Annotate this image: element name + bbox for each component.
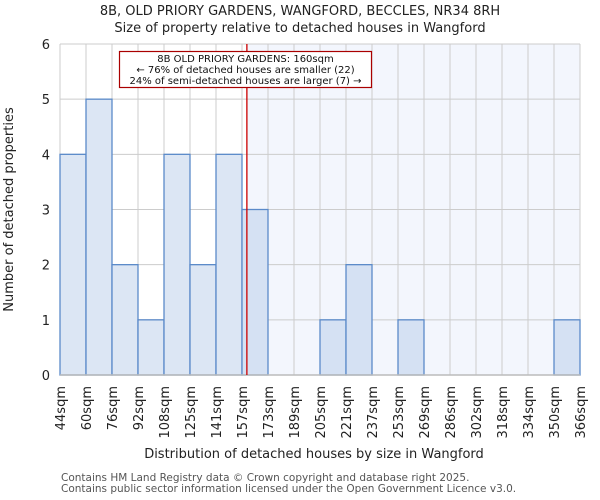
- histogram-bar: [137, 319, 165, 376]
- histogram-bar: [319, 319, 347, 376]
- x-tick-label: 237sqm: [366, 386, 381, 439]
- chart-title: 8B, OLD PRIORY GARDENS, WANGFORD, BECCLE…: [99, 4, 501, 19]
- y-tick-label: 4: [42, 148, 50, 163]
- x-tick-label: 221sqm: [340, 386, 355, 439]
- footer-licence: Contains public sector information licen…: [61, 483, 517, 495]
- x-tick-label: 205sqm: [314, 386, 329, 439]
- x-tick-label: 92sqm: [132, 386, 147, 430]
- x-tick-label: 269sqm: [418, 386, 433, 439]
- x-tick-label: 125sqm: [184, 386, 199, 439]
- histogram-bar: [215, 153, 243, 376]
- chart-subtitle: Size of property relative to detached ho…: [114, 21, 486, 36]
- x-tick-label: 189sqm: [288, 386, 303, 439]
- x-tick-label: 60sqm: [80, 386, 95, 430]
- x-tick-label: 173sqm: [262, 386, 277, 439]
- y-tick-label: 1: [42, 314, 50, 329]
- x-tick-label: 318sqm: [496, 386, 511, 439]
- histogram-bar: [345, 264, 373, 376]
- histogram-bar: [111, 264, 139, 376]
- histogram-bar: [163, 153, 191, 376]
- y-tick-label: 6: [42, 38, 50, 53]
- y-tick-label: 5: [42, 93, 50, 108]
- x-axis-label: Distribution of detached houses by size …: [144, 447, 484, 462]
- x-tick-label: 157sqm: [236, 386, 251, 439]
- x-tick-label: 141sqm: [210, 386, 225, 439]
- histogram-bar: [85, 98, 113, 376]
- x-tick-label: 253sqm: [392, 386, 407, 439]
- x-tick-label: 366sqm: [574, 386, 589, 439]
- x-tick-label: 286sqm: [444, 386, 459, 439]
- histogram-bar: [59, 153, 87, 376]
- x-tick-label: 76sqm: [106, 386, 121, 430]
- y-axis-label: Number of detached properties: [2, 107, 17, 312]
- x-tick-label: 334sqm: [522, 386, 537, 439]
- x-tick-label: 350sqm: [548, 386, 563, 439]
- footer-copyright: Contains HM Land Registry data © Crown c…: [61, 472, 470, 484]
- histogram-bar: [241, 208, 269, 376]
- annotation-line: 24% of semi-detached houses are larger (…: [129, 76, 361, 87]
- histogram-bar: [189, 264, 217, 376]
- annotation-box: [118, 50, 373, 89]
- y-tick-label: 2: [42, 259, 50, 274]
- annotation-line: 8B OLD PRIORY GARDENS: 160sqm: [157, 54, 333, 65]
- annotation-line: ← 76% of detached houses are smaller (22…: [136, 65, 354, 76]
- y-tick-label: 0: [42, 369, 50, 384]
- y-tick-label: 3: [42, 204, 50, 219]
- x-tick-label: 44sqm: [54, 386, 69, 430]
- histogram-bar: [397, 319, 425, 376]
- x-tick-label: 108sqm: [158, 386, 173, 439]
- x-tick-label: 302sqm: [470, 386, 485, 439]
- histogram-bar: [553, 319, 581, 376]
